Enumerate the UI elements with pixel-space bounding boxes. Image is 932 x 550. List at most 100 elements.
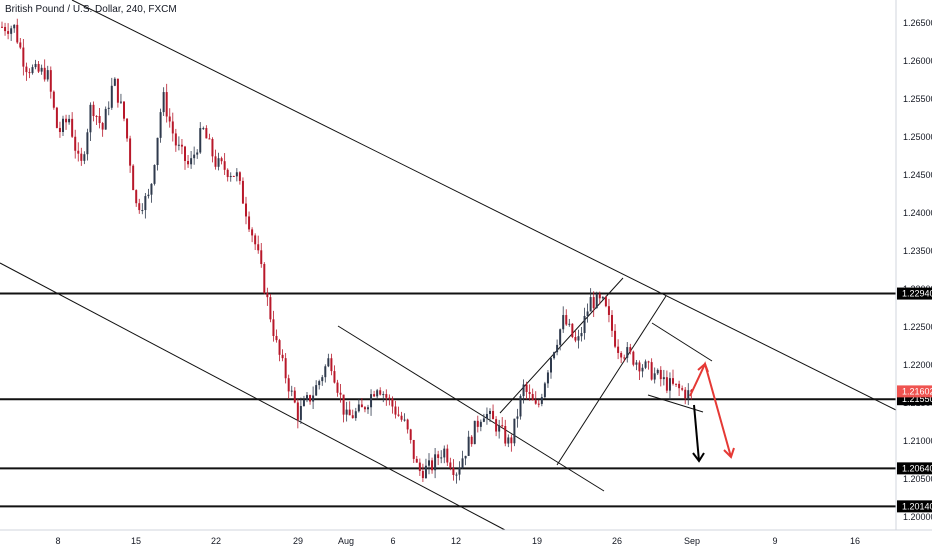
candle-down (333, 371, 336, 383)
candle-up (159, 112, 162, 138)
price-tick-label: 1.25500 (903, 94, 932, 104)
candle-up (141, 210, 144, 212)
candle-up (589, 297, 592, 312)
candle-up (513, 418, 516, 444)
candle-down (123, 101, 125, 119)
candle-down (184, 146, 186, 161)
candle-up (507, 437, 510, 444)
candle-up (147, 194, 150, 197)
candle-down (116, 78, 119, 103)
candle-up (46, 70, 49, 80)
candle-down (571, 323, 574, 338)
candle-down (360, 404, 363, 408)
candle-down (241, 180, 244, 204)
candle-down (531, 394, 534, 401)
candle-down (25, 66, 28, 73)
candle-up (354, 411, 357, 419)
candle-down (409, 429, 412, 440)
candle-up (31, 67, 34, 74)
candle-down (58, 127, 61, 133)
candle-down (180, 144, 183, 147)
candle-down (223, 161, 226, 170)
candle-down (574, 337, 577, 341)
time-tick-label: 15 (131, 536, 141, 546)
candle-down (336, 382, 339, 393)
candle-up (229, 175, 232, 178)
candle-up (644, 361, 647, 368)
candle-up (687, 390, 690, 399)
candle-up (403, 419, 406, 421)
time-tick-label: 22 (211, 536, 221, 546)
candle-up (315, 385, 318, 396)
candle-down (495, 419, 498, 432)
candle-up (662, 377, 665, 380)
candle-down (171, 121, 174, 134)
candle-down (620, 352, 623, 358)
candle-down (251, 229, 254, 236)
candle-up (104, 108, 107, 130)
candle-down (16, 24, 19, 43)
candle-up (83, 154, 86, 161)
candle-up (290, 390, 293, 392)
time-tick-label: 19 (532, 536, 542, 546)
candle-down (281, 354, 284, 359)
trendlines (0, 0, 897, 531)
candle-up (202, 128, 205, 130)
candle-up (543, 383, 546, 398)
candle-down (257, 244, 260, 251)
price-tick-label: 1.20500 (903, 474, 932, 484)
time-tick-label: 6 (390, 536, 395, 546)
candle-up (119, 101, 122, 103)
candle-up (583, 315, 586, 334)
time-axis[interactable]: 8 15 22 29 Aug 6 12 19 26 Sep 9 16 (0, 529, 932, 546)
candle-up (479, 421, 482, 427)
candle-down (101, 123, 104, 130)
candle-down (52, 91, 55, 108)
candle-up (440, 457, 443, 459)
candle-down (293, 390, 296, 403)
candle-down (611, 314, 613, 331)
candle-down (373, 394, 376, 397)
price-tick-label: 1.22500 (903, 322, 932, 332)
candle-up (635, 362, 638, 365)
price-axis[interactable]: 1.26500 1.26000 1.25500 1.25000 1.24500 1.240… (895, 0, 932, 530)
candle-down (647, 361, 650, 363)
red-arrowhead-down (723, 447, 735, 459)
candle-up (318, 381, 321, 386)
candle-down (598, 294, 601, 299)
candle-down (418, 462, 421, 471)
candle-up (113, 78, 116, 86)
candle-down (351, 415, 354, 419)
candle-down (4, 26, 7, 32)
candle-down (632, 351, 635, 365)
candle-down (165, 92, 168, 117)
candle-up (653, 373, 656, 380)
candle-up (428, 460, 430, 466)
trendline-2 (0, 262, 506, 531)
candle-down (504, 425, 507, 444)
candle-up (458, 467, 461, 475)
candle-down (232, 175, 235, 177)
price-tick-label: 1.22000 (903, 360, 932, 370)
candle-up (577, 336, 580, 341)
candle-down (95, 115, 98, 117)
candle-down (37, 63, 40, 72)
candle-up (562, 315, 565, 330)
candle-down (339, 392, 342, 395)
candle-up (89, 104, 92, 133)
candle-up (568, 323, 571, 325)
candle-down (388, 397, 391, 399)
red-arrowhead-up (697, 362, 709, 373)
candle-up (153, 165, 156, 184)
candle-down (269, 297, 272, 320)
candle-down (528, 392, 531, 395)
candle-down (501, 425, 504, 427)
candle-up (546, 372, 549, 384)
candle-up (162, 92, 165, 113)
candle-down (614, 330, 617, 347)
candle-up (306, 395, 308, 400)
candle-up (489, 410, 491, 414)
candle-down (363, 407, 366, 410)
candle-down (681, 388, 684, 390)
